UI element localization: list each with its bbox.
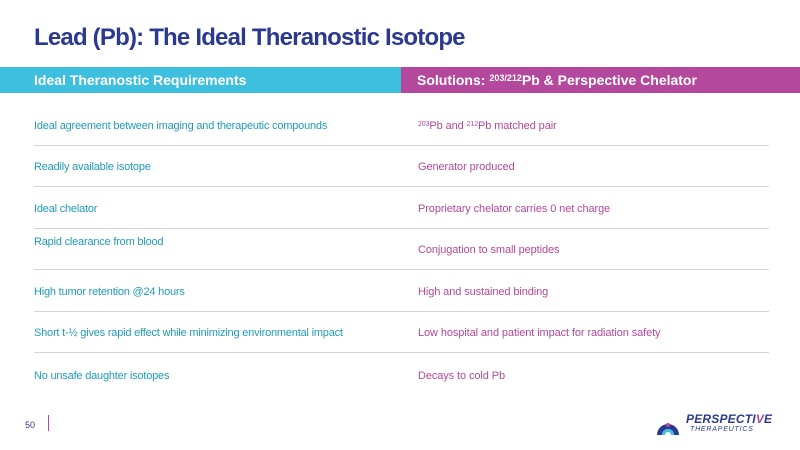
perspective-logo-icon	[657, 423, 679, 435]
table-row: No unsafe daughter isotopes Decays to co…	[34, 354, 769, 395]
solution-text: Pb and	[429, 120, 467, 132]
footer-divider	[48, 415, 49, 431]
requirement-cell: Readily available isotope	[34, 161, 151, 173]
row-divider	[34, 145, 769, 146]
logo-subtitle: THERAPEUTICS	[690, 426, 754, 433]
table-row: Rapid clearance from blood Conjugation t…	[34, 229, 769, 270]
requirement-cell: No unsafe daughter isotopes	[34, 370, 170, 382]
table-header: Ideal Theranostic Requirements Solutions…	[0, 67, 800, 93]
slide-title: Lead (Pb): The Ideal Theranostic Isotope	[34, 24, 466, 51]
solutions-column-header: Solutions: 203/212Pb & Perspective Chela…	[401, 67, 800, 93]
row-divider	[34, 352, 769, 353]
solution-cell: Generator produced	[418, 161, 515, 173]
requirement-cell: Short t-½ gives rapid effect while minim…	[34, 327, 343, 339]
solution-cell: Decays to cold Pb	[418, 370, 505, 382]
isotope-superscript: 203	[418, 121, 430, 128]
page-number: 50	[25, 420, 36, 430]
table-row: Ideal agreement between imaging and ther…	[34, 105, 769, 146]
requirements-column-header: Ideal Theranostic Requirements	[0, 67, 401, 93]
table-row: Ideal chelator Proprietary chelator carr…	[34, 188, 769, 229]
logo-wordmark: PERSPECTIVE	[686, 412, 772, 426]
solution-cell: Proprietary chelator carries 0 net charg…	[418, 203, 611, 215]
table-row: Short t-½ gives rapid effect while minim…	[34, 312, 769, 353]
solution-cell: Low hospital and patient impact for radi…	[418, 327, 661, 339]
row-divider	[34, 186, 769, 187]
table-row: Readily available isotope Generator prod…	[34, 146, 769, 187]
isotope-superscript: 212	[466, 121, 479, 128]
logo-wordmark-main: PERSPECTI	[686, 412, 756, 426]
logo-wordmark-end: E	[764, 412, 773, 426]
solutions-header-prefix: Solutions:	[417, 72, 490, 88]
solution-cell: High and sustained binding	[418, 286, 549, 298]
solution-text: Pb matched pair	[478, 120, 557, 132]
company-logo: PERSPECTIVE THERAPEUTICS	[654, 411, 774, 437]
solution-cell: 203Pb and 212Pb matched pair	[418, 120, 768, 132]
requirement-cell: Rapid clearance from blood	[34, 236, 164, 248]
row-divider	[34, 269, 769, 270]
logo-wordmark-accent: V	[755, 412, 765, 426]
solution-cell: Conjugation to small peptides	[418, 244, 560, 256]
isotope-superscript: 203/212	[489, 73, 522, 83]
requirement-cell: Ideal agreement between imaging and ther…	[34, 120, 328, 132]
row-divider	[34, 228, 769, 229]
requirement-cell: High tumor retention @24 hours	[34, 286, 185, 298]
row-divider	[34, 311, 769, 312]
solutions-header-suffix: Pb & Perspective Chelator	[521, 72, 697, 88]
requirement-cell: Ideal chelator	[34, 203, 98, 215]
table-row: High tumor retention @24 hours High and …	[34, 271, 769, 312]
